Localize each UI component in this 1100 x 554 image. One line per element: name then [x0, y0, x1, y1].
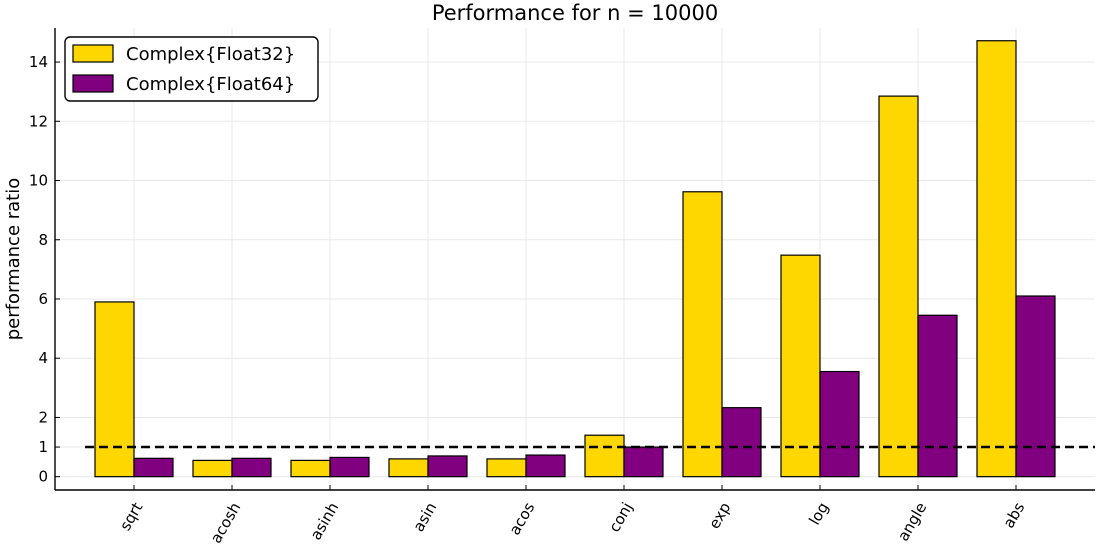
y-tick-label-2: 2	[38, 408, 48, 426]
bar-exp-float64	[721, 407, 762, 478]
bar-conj-float32	[584, 434, 625, 478]
chart-title: Performance for n = 10000	[432, 1, 718, 25]
x-tick-label-abs: abs	[1000, 499, 1029, 531]
bar-acosh-float32	[192, 459, 233, 478]
y-axis-label: performance ratio	[3, 178, 24, 341]
bar-conj-float64	[623, 446, 664, 478]
y-tick-label-12: 12	[29, 112, 48, 130]
legend-swatch-complex-float64	[72, 74, 114, 93]
x-tick-label-acos: acos	[506, 499, 539, 538]
x-tick-label-log: log	[805, 499, 832, 528]
legend-label-complex-float32: Complex{Float32}	[126, 44, 295, 65]
x-tick-label-exp: exp	[705, 499, 734, 532]
bar-angle-float64	[917, 314, 958, 478]
y-tick-label-6: 6	[38, 290, 48, 308]
x-tick-label-acosh: acosh	[207, 499, 245, 546]
bars-layer	[94, 40, 1056, 478]
legend: Complex{Float32} Complex{Float64}	[64, 36, 319, 102]
x-tick-label-angle: angle	[894, 499, 930, 544]
bar-abs-float32	[976, 40, 1017, 478]
y-tick-label-14: 14	[29, 53, 48, 71]
bar-asinh-float64	[329, 456, 370, 478]
axes-layer	[54, 28, 1095, 491]
bar-acosh-float64	[231, 457, 272, 478]
x-tick-label-conj: conj	[605, 499, 636, 535]
legend-box	[64, 36, 319, 102]
bar-log-float32	[780, 254, 821, 478]
legend-label-complex-float64: Complex{Float64}	[126, 74, 295, 95]
bar-asin-float64	[427, 455, 468, 478]
bar-acos-float64	[525, 454, 566, 478]
y-tick-label-4: 4	[38, 349, 48, 367]
bar-asin-float32	[388, 458, 429, 478]
x-tick-label-asin: asin	[409, 499, 440, 535]
bar-abs-float64	[1015, 295, 1056, 478]
x-tick-label-sqrt: sqrt	[116, 499, 146, 534]
y-tick-label-8: 8	[38, 231, 48, 249]
y-tick-label-0: 0	[38, 468, 48, 486]
bar-log-float64	[819, 370, 860, 478]
bar-asinh-float32	[290, 459, 331, 478]
legend-swatch-complex-float32	[72, 44, 114, 63]
bar-acos-float32	[486, 458, 527, 478]
bar-sqrt-float32	[94, 301, 135, 478]
y-tick-label-1: 1	[38, 438, 48, 456]
bar-exp-float32	[682, 191, 723, 478]
y-tick-label-10: 10	[29, 172, 48, 190]
bar-sqrt-float64	[133, 457, 174, 478]
x-tick-label-asinh: asinh	[307, 499, 343, 543]
bar-angle-float32	[878, 95, 919, 478]
